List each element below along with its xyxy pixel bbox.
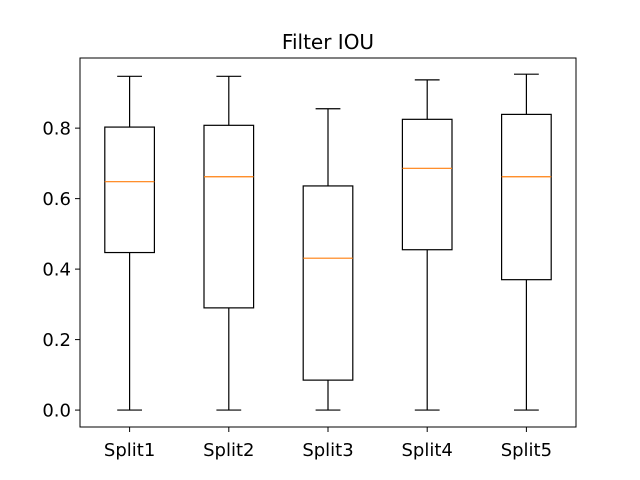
x-tick-label: Split2	[203, 440, 254, 461]
x-tick-label: Split4	[402, 440, 453, 461]
y-tick-label: 0.2	[42, 330, 71, 351]
split3-box	[302, 185, 354, 381]
split2-box	[203, 124, 255, 309]
y-tick-label: 0.8	[42, 119, 71, 140]
x-tick-label: Split5	[501, 440, 552, 461]
split4-box	[401, 118, 453, 251]
x-tick-label: Split3	[302, 440, 353, 461]
x-tick-label: Split1	[104, 440, 155, 461]
plot-area: 0.0 0.2 0.4 0.6 0.8 Split1 Split2 Split3 Split4 S…	[42, 57, 577, 461]
split1-box	[104, 126, 156, 254]
y-tick-label: 0.0	[42, 401, 71, 422]
chart-title: Filter IOU	[282, 30, 374, 54]
y-tick-label: 0.4	[42, 260, 71, 281]
y-tick-label: 0.6	[42, 189, 71, 210]
split5-box	[501, 113, 552, 281]
